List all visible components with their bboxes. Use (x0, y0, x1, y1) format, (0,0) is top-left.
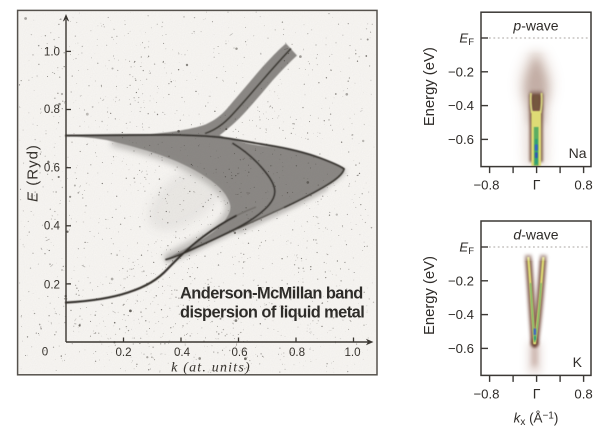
svg-text:−0.4: −0.4 (448, 98, 474, 113)
svg-text:K: K (573, 354, 583, 370)
svg-text:0: 0 (42, 346, 48, 359)
svg-text:1.0: 1.0 (44, 46, 60, 59)
svg-text:EF: EF (459, 31, 474, 49)
svg-text:0.8: 0.8 (289, 346, 305, 359)
svg-text:−0.4: −0.4 (448, 307, 474, 322)
svg-text:k (at. units): k (at. units) (171, 361, 251, 376)
svg-text:d-wave: d-wave (513, 227, 558, 243)
svg-text:kx (Å−1): kx (Å−1) (514, 411, 559, 429)
svg-text:Anderson-McMillan band: Anderson-McMillan band (180, 284, 363, 302)
svg-text:0.4: 0.4 (174, 346, 191, 359)
svg-text:Energy (eV): Energy (eV) (422, 256, 438, 335)
svg-text:Na: Na (569, 145, 587, 161)
svg-text:0.6: 0.6 (44, 162, 60, 175)
svg-text:0.8: 0.8 (574, 178, 592, 193)
svg-text:−0.8: −0.8 (473, 178, 499, 193)
svg-text:Energy (eV): Energy (eV) (422, 47, 438, 126)
svg-text:Γ: Γ (533, 177, 541, 193)
svg-text:EF: EF (459, 240, 474, 258)
svg-text:0.6: 0.6 (231, 346, 247, 359)
svg-text:−0.2: −0.2 (448, 273, 474, 288)
svg-text:−0.8: −0.8 (473, 386, 499, 401)
svg-text:Γ: Γ (533, 385, 541, 401)
svg-text:0.2: 0.2 (115, 346, 131, 359)
svg-text:dispersion of liquid metal: dispersion of liquid metal (180, 304, 364, 322)
svg-text:0.8: 0.8 (44, 103, 60, 116)
svg-text:E (Ryd): E (Ryd) (25, 144, 42, 202)
svg-text:0.2: 0.2 (44, 278, 60, 291)
svg-text:0.4: 0.4 (44, 220, 61, 233)
svg-text:−0.2: −0.2 (448, 64, 474, 79)
svg-text:−0.6: −0.6 (448, 132, 474, 147)
svg-text:1.0: 1.0 (344, 346, 360, 359)
svg-text:0.8: 0.8 (574, 386, 592, 401)
svg-text:p-wave: p-wave (512, 18, 558, 34)
svg-text:−0.6: −0.6 (448, 341, 474, 356)
